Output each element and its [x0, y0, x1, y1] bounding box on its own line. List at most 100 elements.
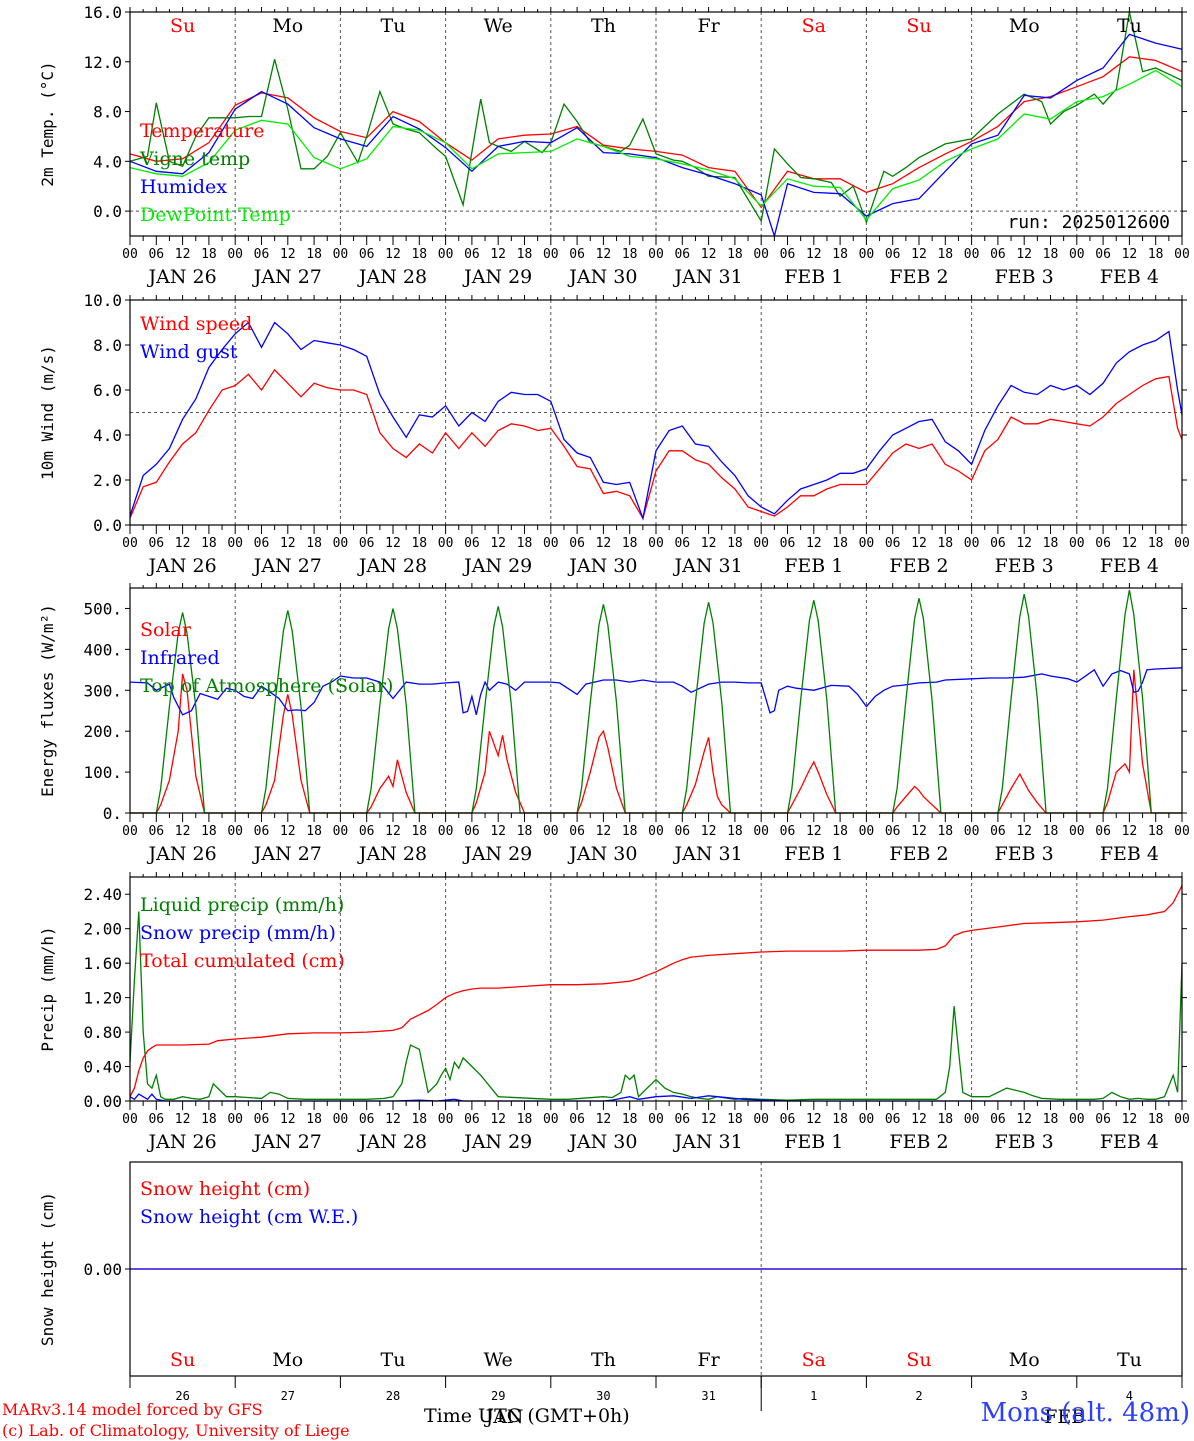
y-tick-label: 2.0	[93, 471, 122, 490]
x-hour-label: 00	[1174, 536, 1190, 551]
x-day-number: 28	[386, 1389, 400, 1403]
x-hour-label: 12	[280, 536, 296, 551]
x-hour-label: 00	[648, 536, 664, 551]
x-hour-label: 06	[464, 536, 480, 551]
weekday-label: We	[484, 15, 513, 37]
x-hour-label: 12	[175, 536, 191, 551]
x-date-label: JAN 31	[673, 1131, 743, 1153]
x-date-label: JAN 26	[147, 555, 217, 577]
x-date-label: JAN 27	[252, 1131, 322, 1153]
x-hour-label: 00	[964, 247, 980, 262]
y-axis-label: Snow height (cm)	[38, 1192, 57, 1346]
panel-5: 0.00 Snow height (cm) Snow height (cm) Snow…	[38, 1161, 1187, 1428]
x-day-number: 3	[1021, 1389, 1028, 1403]
x-hour-label: 18	[306, 824, 322, 839]
x-hour-label: 18	[411, 536, 427, 551]
x-hour-label: 18	[411, 824, 427, 839]
legend-entry-1: Snow height (cm)	[140, 1178, 310, 1200]
weekday-label: Sa	[802, 1349, 826, 1371]
x-hour-label: 18	[306, 1112, 322, 1127]
x-date-label: JAN 28	[357, 555, 427, 577]
x-hour-label: 00	[543, 824, 559, 839]
x-hour-label: 18	[201, 1112, 217, 1127]
x-date-label: FEB 2	[889, 843, 948, 865]
x-hour-label: 06	[254, 536, 270, 551]
x-date-label: JAN 30	[567, 1131, 637, 1153]
panel-4: 2.40 2.00 1.60 1.20 0.80 0.40 0.00 Precip (mm/h…	[38, 872, 1190, 1153]
x-hour-label: 18	[937, 824, 953, 839]
x-hour-label: 06	[780, 824, 796, 839]
x-hour-label: 18	[727, 824, 743, 839]
x-hour-label: 12	[1122, 1112, 1138, 1127]
x-hour-label: 18	[1148, 824, 1164, 839]
y-tick-label: 0.00	[83, 1260, 122, 1279]
x-hour-label: 18	[306, 536, 322, 551]
x-hour-label: 18	[727, 1112, 743, 1127]
x-hour-label: 00	[333, 1112, 349, 1127]
run-label: run: 2025012600	[1007, 212, 1170, 233]
x-hour-label: 18	[727, 247, 743, 262]
x-date-label: JAN 26	[147, 843, 217, 865]
model-credit-line1: MARv3.14 model forced by GFS	[2, 1400, 263, 1419]
y-tick-label: 100.	[83, 763, 122, 782]
x-hour-label: 00	[333, 824, 349, 839]
x-hour-label: 00	[543, 1112, 559, 1127]
x-hour-label: 00	[333, 536, 349, 551]
series-line-1	[129, 56, 1183, 209]
x-hour-label: 06	[464, 824, 480, 839]
x-day-number: 31	[701, 1389, 715, 1403]
x-hour-label: 06	[780, 536, 796, 551]
x-hour-label: 12	[596, 824, 612, 839]
x-date-label: FEB 3	[995, 843, 1054, 865]
x-hour-label: 00	[438, 1112, 454, 1127]
x-hour-label: 12	[911, 1112, 927, 1127]
x-hour-label: 00	[122, 824, 138, 839]
legend-entry-4: DewPoint Temp	[140, 204, 291, 226]
x-hour-label: 00	[122, 536, 138, 551]
x-date-label: FEB 1	[784, 266, 843, 288]
y-tick-label: 200.	[83, 722, 122, 741]
x-hour-label: 00	[333, 247, 349, 262]
x-hour-label: 12	[490, 536, 506, 551]
x-hour-label: 06	[780, 1112, 796, 1127]
x-hour-label: 00	[1174, 1112, 1190, 1127]
x-date-label: JAN 27	[252, 843, 322, 865]
x-hour-label: 06	[569, 247, 585, 262]
y-tick-label: 2.00	[83, 920, 122, 939]
x-hour-label: 06	[674, 824, 690, 839]
x-hour-label: 12	[385, 1112, 401, 1127]
x-date-label: FEB 3	[995, 555, 1054, 577]
x-date-label: FEB 1	[784, 1131, 843, 1153]
x-hour-label: 06	[254, 1112, 270, 1127]
y-tick-label: 8.0	[93, 103, 122, 122]
weekday-label: Tu	[381, 1349, 406, 1371]
x-hour-label: 00	[438, 824, 454, 839]
panel-3: 500. 400. 300. 200. 100. 0. Energy fluxes (W/m…	[38, 583, 1190, 865]
x-hour-label: 12	[701, 536, 717, 551]
x-day-number: 26	[175, 1389, 189, 1403]
y-tick-label: 0.	[103, 804, 122, 823]
x-hour-label: 00	[648, 1112, 664, 1127]
x-hour-label: 00	[227, 536, 243, 551]
x-date-label: JAN 30	[567, 843, 637, 865]
series-line-2	[129, 667, 1183, 716]
x-hour-label: 18	[832, 247, 848, 262]
x-day-number: 29	[491, 1389, 505, 1403]
x-date-label: JAN 28	[357, 266, 427, 288]
x-hour-label: 12	[596, 1112, 612, 1127]
x-hour-label: 12	[280, 1112, 296, 1127]
x-date-label: JAN 29	[462, 1131, 532, 1153]
x-hour-label: 12	[385, 247, 401, 262]
x-hour-label: 06	[254, 824, 270, 839]
weekday-label: Tu	[1117, 1349, 1142, 1371]
series-line-3	[130, 589, 1182, 814]
x-hour-label: 12	[1122, 536, 1138, 551]
x-hour-label: 00	[859, 1112, 875, 1127]
weekday-label: Sa	[802, 15, 826, 37]
x-hour-label: 12	[385, 824, 401, 839]
x-hour-label: 06	[359, 536, 375, 551]
x-date-label: FEB 2	[889, 555, 948, 577]
month-label: JAN	[484, 1406, 524, 1428]
month-label: FEB	[1044, 1406, 1085, 1428]
x-hour-label: 06	[569, 824, 585, 839]
